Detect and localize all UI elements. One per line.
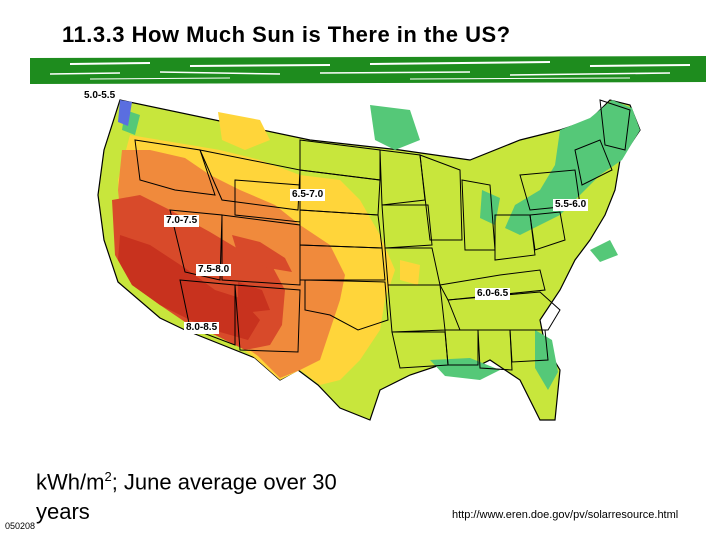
- label-band-7-0-7-5: 7.0-7.5: [164, 215, 200, 227]
- us-solar-map: [97, 99, 641, 421]
- slide-code: 050208: [5, 521, 36, 531]
- label-band-5-5-6-0: 5.5-6.0: [553, 199, 589, 211]
- label-band-7-5-8-0: 7.5-8.0: [196, 264, 232, 276]
- label-band-6-0-6-5: 6.0-6.5: [475, 288, 511, 300]
- slide-title: 11.3.3 How Much Sun is There in the US?: [62, 22, 511, 47]
- units-suffix: ; June average over 30 years: [36, 469, 337, 525]
- units-caption: kWh/m2; June average over 30 years: [36, 462, 396, 527]
- units-exponent: 2: [104, 469, 112, 484]
- label-band-8-0-8-5: 8.0-8.5: [184, 322, 220, 334]
- title-underline-bar: [30, 56, 706, 84]
- label-band-5-0-5-5: 5.0-5.5: [82, 90, 118, 102]
- units-prefix: kWh/m: [36, 469, 105, 495]
- source-url: http://www.eren.doe.gov/pv/solarresource…: [452, 509, 679, 521]
- label-band-6-5-7-0: 6.5-7.0: [290, 189, 326, 201]
